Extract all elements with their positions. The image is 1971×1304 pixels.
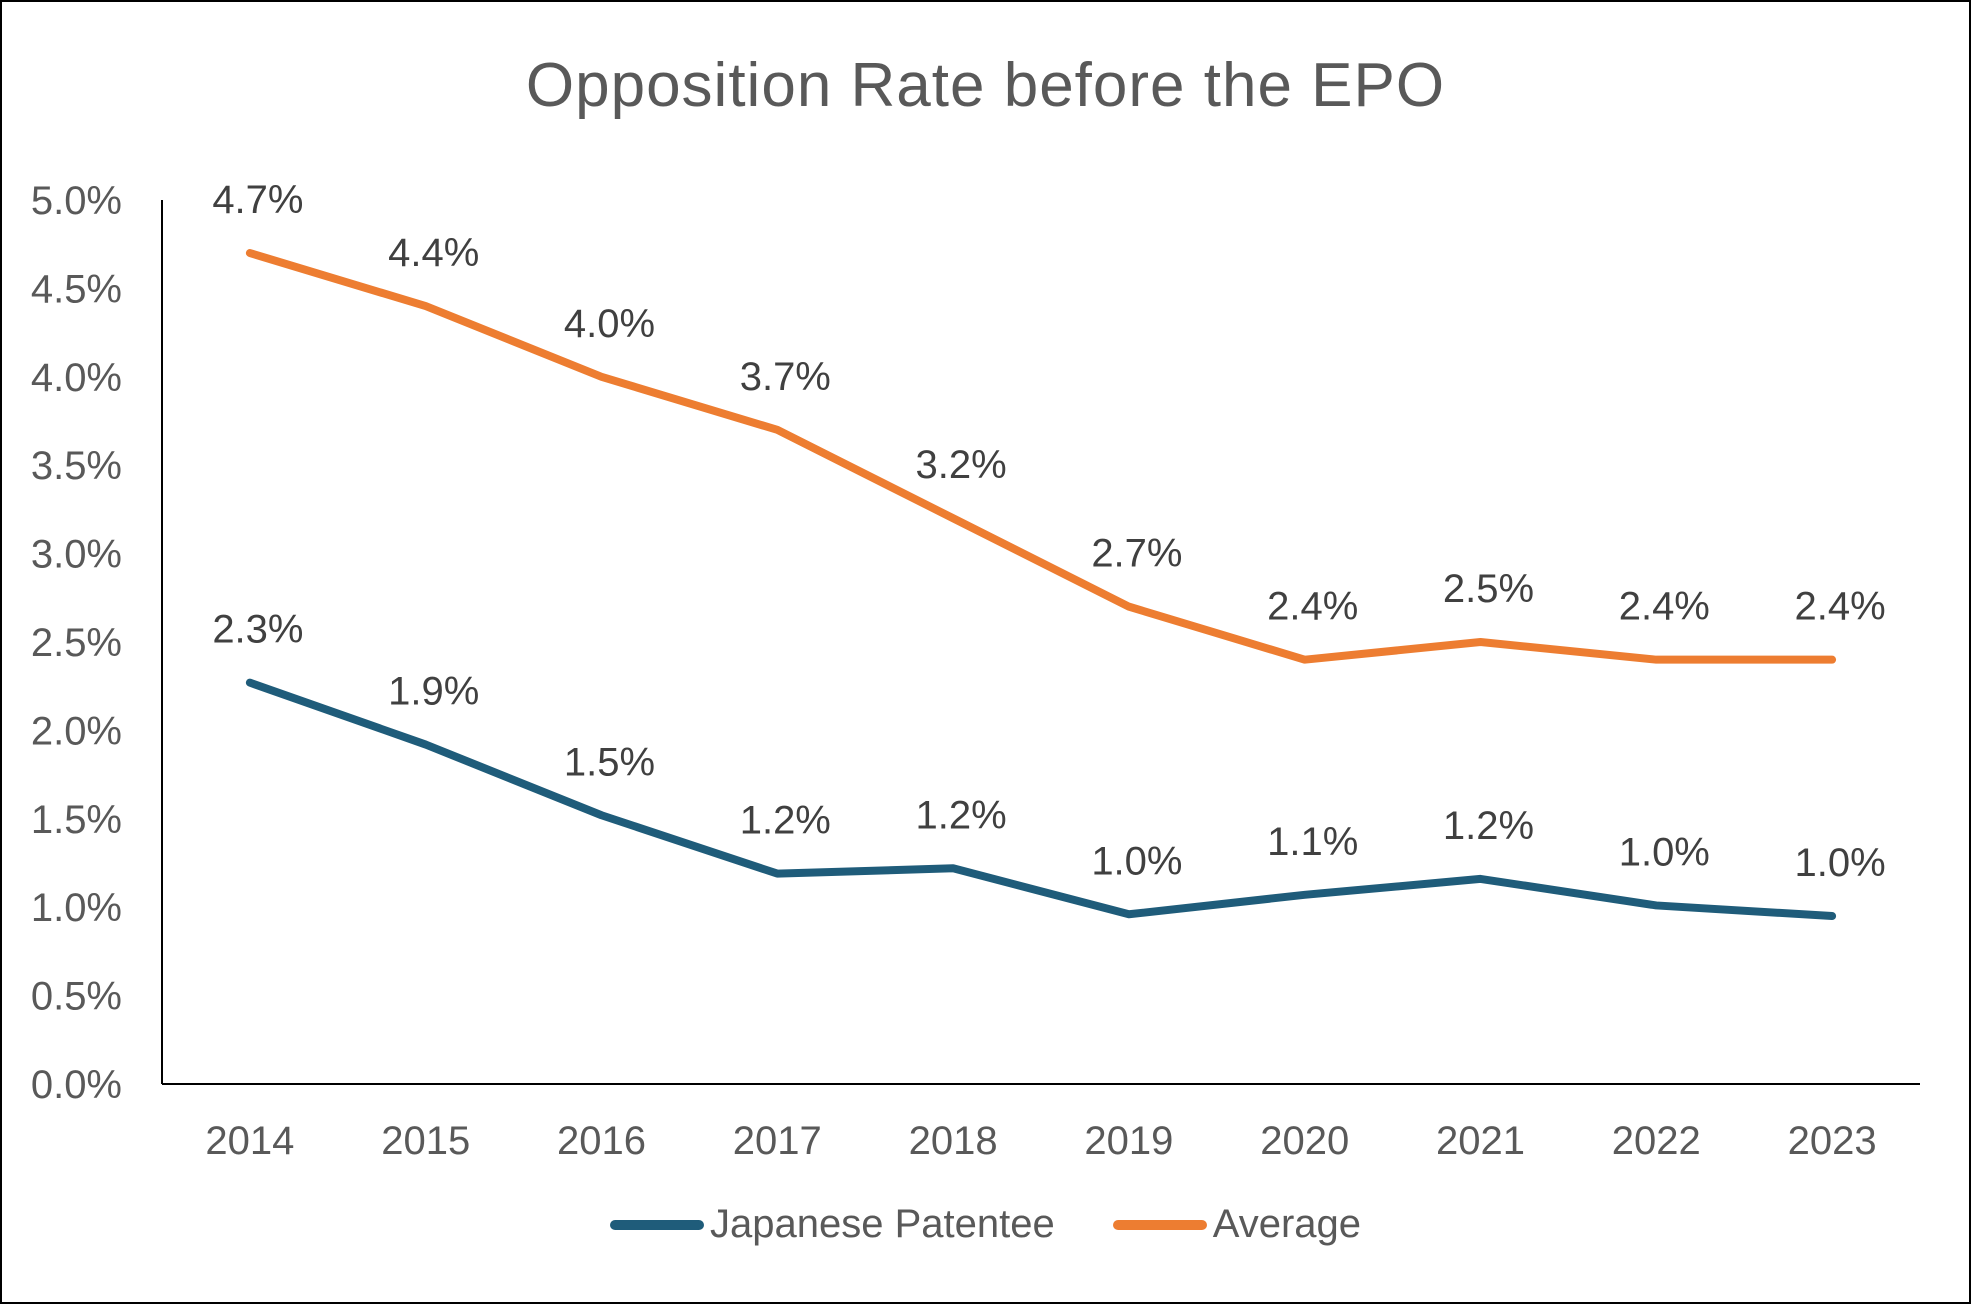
- legend-label-japanese-patentee: Japanese Patentee: [710, 1202, 1055, 1246]
- data-label: 4.7%: [212, 178, 303, 222]
- legend-item-average: Average: [1112, 1202, 1361, 1247]
- series-line-average: [245, 249, 1837, 664]
- data-label: 4.4%: [388, 231, 479, 275]
- data-label: 2.4%: [1619, 585, 1710, 629]
- x-tick-label: 2021: [1436, 1119, 1525, 1163]
- data-label: 1.2%: [740, 799, 831, 843]
- y-tick-label: 1.0%: [31, 886, 122, 930]
- y-tick-label: 4.5%: [31, 267, 122, 311]
- legend-swatch-japanese-patentee: [610, 1219, 704, 1230]
- data-label: 1.9%: [388, 670, 479, 714]
- data-label: 2.7%: [1091, 532, 1182, 576]
- y-tick-label: 1.5%: [31, 798, 122, 842]
- x-tick-label: 2020: [1260, 1119, 1349, 1163]
- y-tick-label: 0.0%: [31, 1063, 122, 1107]
- data-label: 4.0%: [564, 302, 655, 346]
- data-label: 2.3%: [212, 608, 303, 652]
- series-line-japanese-patentee: [245, 678, 1837, 921]
- x-tick-label: 2017: [733, 1119, 822, 1163]
- data-label: 1.2%: [916, 793, 1007, 837]
- x-tick-label: 2018: [909, 1119, 998, 1163]
- data-label: 2.4%: [1267, 585, 1358, 629]
- data-labels: 2.3% 1.9% 1.5% 1.2% 1.2% 1.0% 1.1% 1.2% 1.0% 1.0%…: [212, 178, 1885, 885]
- legend: Japanese Patentee Average: [2, 1202, 1969, 1247]
- series-lines: [245, 249, 1837, 921]
- chart-axes: 0.0% 0.5% 1.0% 1.5% 2.0% 2.5% 3.0% 3.5% 4.0% 4.5%…: [31, 179, 1920, 1163]
- data-label: 1.5%: [564, 740, 655, 784]
- y-tick-label: 2.5%: [31, 621, 122, 665]
- y-tick-label: 4.0%: [31, 356, 122, 400]
- data-label: 1.1%: [1267, 820, 1358, 864]
- data-label: 3.2%: [916, 443, 1007, 487]
- x-tick-label: 2015: [381, 1119, 470, 1163]
- data-label: 2.4%: [1795, 585, 1886, 629]
- data-label: 1.0%: [1795, 841, 1886, 885]
- x-tick-label: 2022: [1612, 1119, 1701, 1163]
- data-label: 2.5%: [1443, 567, 1534, 611]
- chart-title: Opposition Rate before the EPO: [525, 51, 1446, 120]
- data-label: 1.0%: [1091, 839, 1182, 883]
- legend-swatch-average: [1112, 1219, 1207, 1230]
- data-label: 3.7%: [740, 355, 831, 399]
- y-tick-label: 3.0%: [31, 533, 122, 577]
- data-label: 1.0%: [1619, 830, 1710, 874]
- y-tick-label: 0.5%: [31, 975, 122, 1019]
- y-tick-label: 3.5%: [31, 444, 122, 488]
- x-tick-label: 2019: [1084, 1119, 1173, 1163]
- x-tick-label: 2016: [557, 1119, 646, 1163]
- legend-item-japanese-patentee: Japanese Patentee: [610, 1202, 1055, 1247]
- y-tick-label: 2.0%: [31, 709, 122, 753]
- x-tick-label: 2014: [205, 1119, 294, 1163]
- x-tick-label: 2023: [1788, 1119, 1877, 1163]
- legend-label-average: Average: [1212, 1202, 1361, 1246]
- data-label: 1.2%: [1443, 804, 1534, 848]
- y-tick-label: 5.0%: [31, 179, 122, 223]
